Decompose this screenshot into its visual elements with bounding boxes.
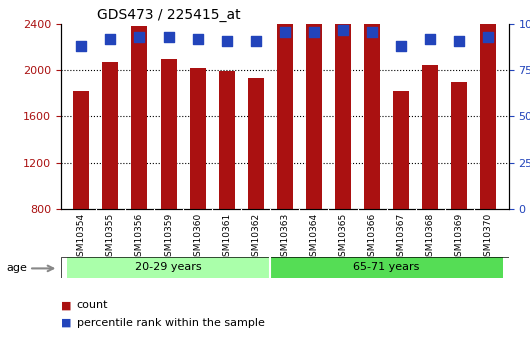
- Text: percentile rank within the sample: percentile rank within the sample: [77, 318, 264, 327]
- Point: [106, 36, 114, 42]
- Point: [339, 27, 347, 32]
- Text: GSM10362: GSM10362: [251, 213, 260, 262]
- Point: [484, 34, 493, 40]
- Text: GSM10369: GSM10369: [455, 213, 464, 262]
- Text: ■: ■: [61, 318, 72, 327]
- Bar: [364, 13, 380, 209]
- Text: age: age: [6, 264, 27, 273]
- Bar: [452, 82, 467, 209]
- Text: GSM10363: GSM10363: [280, 213, 289, 262]
- Text: GSM10370: GSM10370: [484, 213, 493, 262]
- Bar: [102, 62, 118, 209]
- Bar: [73, 91, 89, 209]
- Point: [193, 36, 202, 42]
- Point: [164, 34, 173, 40]
- Bar: [131, 27, 147, 209]
- Bar: [306, 13, 322, 209]
- Bar: [67, 257, 270, 278]
- Text: GSM10367: GSM10367: [396, 213, 405, 262]
- Text: GSM10365: GSM10365: [339, 213, 348, 262]
- Bar: [335, 0, 351, 209]
- Text: GSM10368: GSM10368: [426, 213, 435, 262]
- Text: GSM10356: GSM10356: [135, 213, 144, 262]
- Bar: [248, 78, 264, 209]
- Point: [397, 43, 405, 49]
- Text: GDS473 / 225415_at: GDS473 / 225415_at: [97, 8, 241, 22]
- Bar: [270, 257, 503, 278]
- Point: [368, 29, 376, 34]
- Bar: [161, 59, 176, 209]
- Text: GSM10364: GSM10364: [310, 213, 319, 262]
- Text: GSM10366: GSM10366: [368, 213, 377, 262]
- Point: [281, 29, 289, 34]
- Bar: [393, 91, 409, 209]
- Bar: [481, 24, 497, 209]
- Text: GSM10355: GSM10355: [106, 213, 115, 262]
- Text: GSM10359: GSM10359: [164, 213, 173, 262]
- Point: [223, 38, 231, 43]
- Bar: [277, 0, 293, 209]
- Text: GSM10354: GSM10354: [77, 213, 86, 262]
- Text: GSM10360: GSM10360: [193, 213, 202, 262]
- Text: 20-29 years: 20-29 years: [135, 263, 202, 272]
- Bar: [219, 71, 235, 209]
- Point: [310, 29, 318, 34]
- Point: [77, 43, 85, 49]
- Text: ■: ■: [61, 300, 72, 310]
- Bar: [190, 68, 206, 209]
- Point: [455, 38, 464, 43]
- Point: [426, 36, 435, 42]
- Text: GSM10361: GSM10361: [222, 213, 231, 262]
- Bar: [422, 65, 438, 209]
- Text: count: count: [77, 300, 108, 310]
- Point: [135, 34, 144, 40]
- Point: [252, 38, 260, 43]
- Text: 65-71 years: 65-71 years: [354, 263, 420, 272]
